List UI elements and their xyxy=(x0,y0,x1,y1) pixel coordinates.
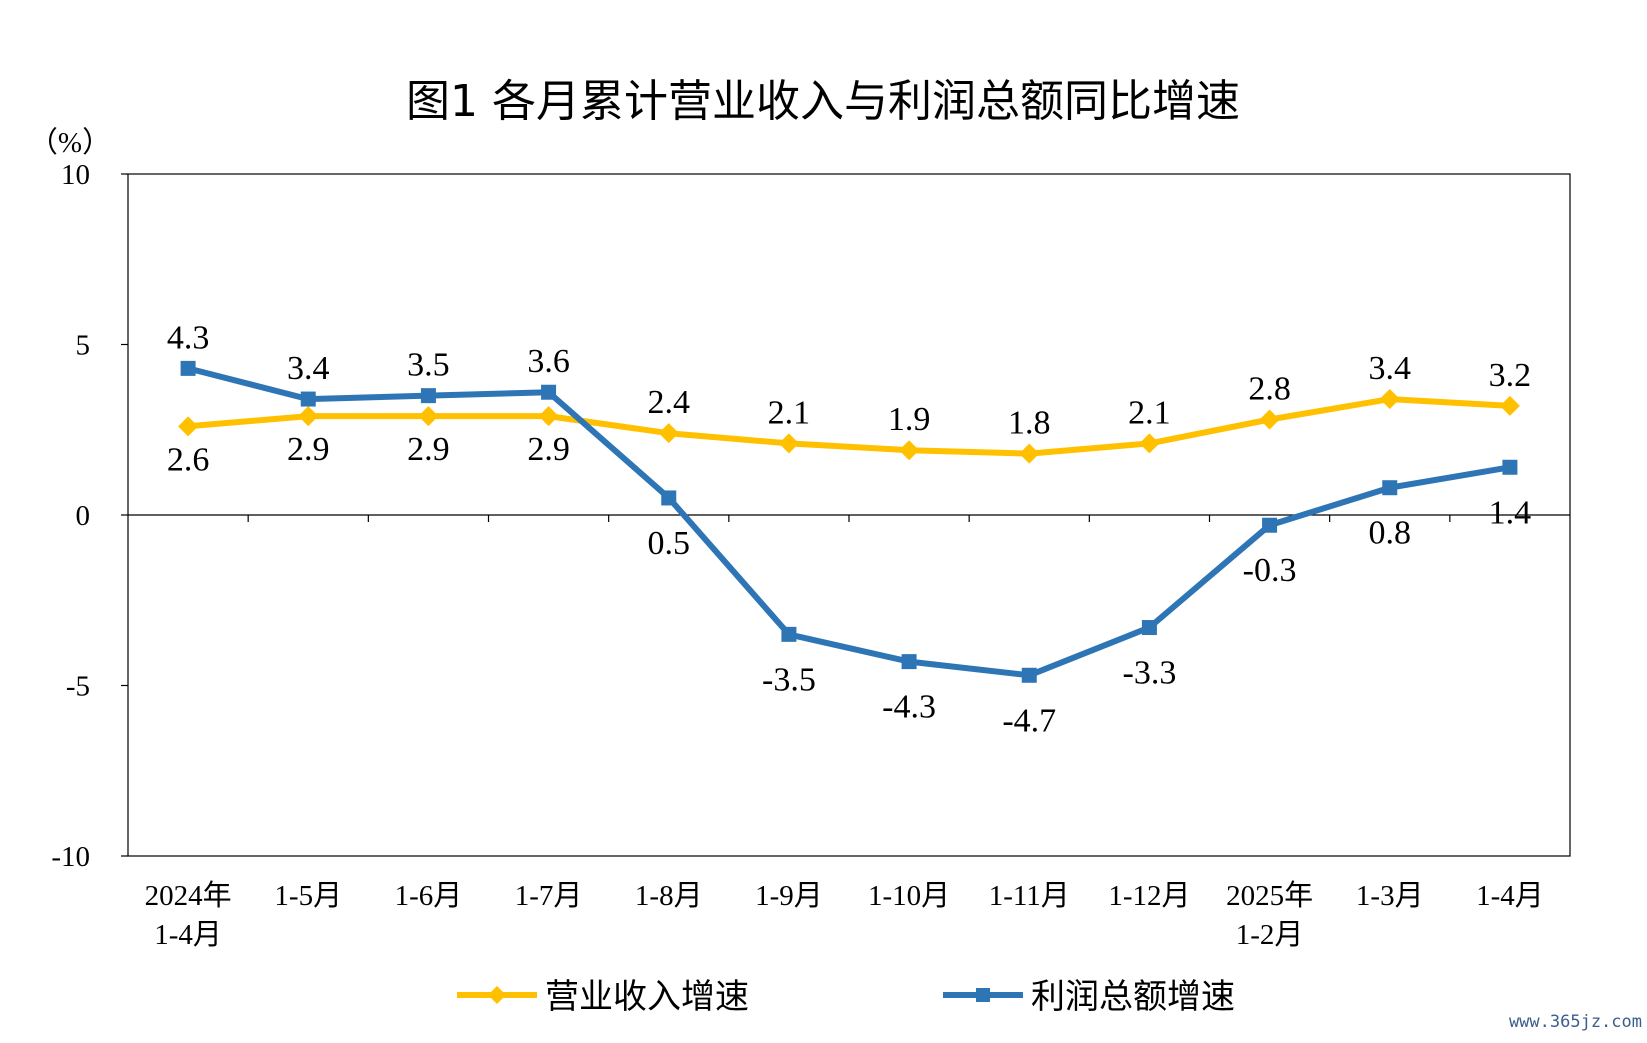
x-tick-label: 1-8月 xyxy=(635,880,703,912)
data-label-profit: 4.3 xyxy=(167,319,210,356)
data-label-profit: 3.4 xyxy=(287,350,330,387)
legend-marker-revenue xyxy=(488,986,506,1004)
data-point-profit xyxy=(1502,459,1518,475)
y-axis-unit-label: （%） xyxy=(29,127,111,159)
x-tick-label: 1-12月 xyxy=(1108,880,1190,912)
data-label-revenue: 1.9 xyxy=(888,401,931,438)
data-point-profit xyxy=(300,391,316,407)
legend: 营业收入增速 利润总额增速 xyxy=(457,977,1235,1017)
data-point-profit xyxy=(1021,667,1037,683)
data-point-revenue xyxy=(1139,433,1160,454)
data-point-revenue xyxy=(1499,395,1520,416)
data-label-revenue: 2.6 xyxy=(167,441,210,478)
legend-label-revenue: 营业收入增速 xyxy=(545,977,749,1017)
data-label-profit: -4.3 xyxy=(882,689,936,726)
x-tick-label: 1-3月 xyxy=(1356,880,1424,912)
data-labels-layer: 2.6 4.3 2.9 3.4 2.9 3.5 2.9 3.6 2.4 0.5 2.1 -3.5 1.9… xyxy=(167,319,1531,739)
watermark: www.365jz.com xyxy=(1509,1012,1642,1032)
data-label-profit: 3.6 xyxy=(527,343,570,380)
data-label-profit: 3.5 xyxy=(407,347,450,384)
x-tick-label: 1-4月 xyxy=(1476,880,1544,912)
data-label-revenue: 2.9 xyxy=(287,431,330,468)
legend-item-profit: 利润总额增速 xyxy=(943,977,1235,1017)
data-label-revenue: 2.4 xyxy=(648,384,691,421)
data-point-revenue xyxy=(418,406,439,427)
data-label-profit: 1.4 xyxy=(1489,494,1532,531)
x-tick-label: 2025年 xyxy=(1226,879,1313,912)
data-label-profit: -3.5 xyxy=(762,661,816,698)
y-tick-label: -5 xyxy=(66,671,90,703)
legend-marker-profit xyxy=(976,988,990,1002)
data-label-revenue: 3.2 xyxy=(1489,357,1532,394)
data-point-profit xyxy=(180,360,196,376)
x-tick-label: 1-7月 xyxy=(515,880,583,912)
data-point-profit xyxy=(901,654,917,670)
data-label-profit: 0.5 xyxy=(648,525,691,562)
data-label-profit: -4.7 xyxy=(1002,702,1056,739)
data-label-profit: -3.3 xyxy=(1123,655,1177,692)
x-tick-label: 1-9月 xyxy=(755,880,823,912)
data-point-revenue xyxy=(658,423,679,444)
data-label-revenue: 2.1 xyxy=(768,394,811,431)
x-tick-label: 1-11月 xyxy=(989,880,1070,912)
series-layer xyxy=(178,360,1520,683)
data-label-profit: -0.3 xyxy=(1243,552,1297,589)
x-tick-label: 1-5月 xyxy=(274,880,342,912)
data-point-revenue xyxy=(899,440,920,461)
y-tick-label: 0 xyxy=(76,500,91,532)
legend-label-profit: 利润总额增速 xyxy=(1031,977,1235,1017)
data-point-profit xyxy=(420,388,436,404)
y-tick-label: 5 xyxy=(76,330,91,362)
y-tick-label: -10 xyxy=(51,841,90,873)
data-label-revenue: 3.4 xyxy=(1369,350,1412,387)
x-tick-label: 1-6月 xyxy=(395,880,463,912)
data-point-profit xyxy=(1262,517,1278,533)
x-tick-label: 1-10月 xyxy=(868,880,950,912)
data-label-revenue: 2.9 xyxy=(407,431,450,468)
y-tick-label: 10 xyxy=(61,159,90,191)
data-point-revenue xyxy=(298,406,319,427)
data-point-profit xyxy=(1382,480,1398,496)
data-label-revenue: 2.9 xyxy=(527,431,570,468)
series-line-0 xyxy=(185,396,1513,457)
data-point-revenue xyxy=(538,406,559,427)
data-point-profit xyxy=(541,384,557,400)
y-axis: 10 5 0 -5 -10 xyxy=(51,159,128,873)
data-label-profit: 0.8 xyxy=(1369,515,1412,552)
data-point-revenue xyxy=(178,416,199,437)
data-label-revenue: 1.8 xyxy=(1008,405,1051,442)
data-point-revenue xyxy=(1019,443,1040,464)
x-axis: 2024年 1-4月 1-5月 1-6月 1-7月 1-8月 1-9月 1-10月 1-11月 1… xyxy=(128,514,1570,951)
data-point-profit xyxy=(661,490,677,506)
data-point-revenue xyxy=(1259,409,1280,430)
data-point-profit xyxy=(781,626,797,642)
chart-title: 图1 各月累计营业收入与利润总额同比增速 xyxy=(406,76,1240,127)
data-point-profit xyxy=(1141,620,1157,636)
data-label-revenue: 2.8 xyxy=(1248,371,1291,408)
x-tick-label: 1-2月 xyxy=(1236,919,1304,951)
data-point-revenue xyxy=(778,433,799,454)
data-point-revenue xyxy=(1379,389,1400,410)
x-tick-label: 2024年 xyxy=(145,879,232,912)
legend-item-revenue: 营业收入增速 xyxy=(457,977,749,1017)
data-label-revenue: 2.1 xyxy=(1128,394,1171,431)
series-line-1 xyxy=(185,365,1513,679)
x-tick-label: 1-4月 xyxy=(154,919,222,951)
